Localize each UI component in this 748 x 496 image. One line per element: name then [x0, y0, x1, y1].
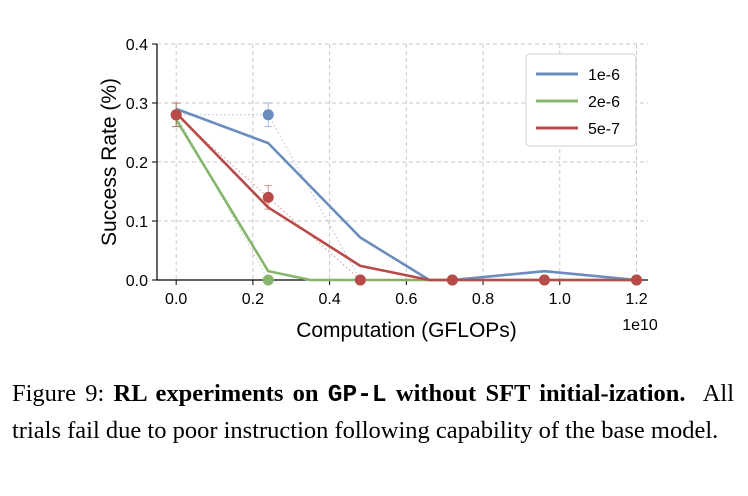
line-chart: 0.0 0.2 0.4 0.6 0.8 1.0 1.2 0.0 0.1 0.2 0.3 0.4 Comp…: [98, 37, 658, 342]
x-tick-label: 1.2: [625, 291, 647, 308]
series-5e-7: [170, 102, 642, 286]
data-point: [170, 109, 182, 121]
x-axis-title: Computation (GFLOPs): [296, 319, 517, 342]
figure-label: Figure 9:: [12, 380, 105, 407]
x-tick-label: 0.2: [242, 291, 264, 308]
caption-mono-term: GP-L: [327, 382, 387, 409]
caption-bold-lead-2: without SFT initial-ization.: [395, 380, 686, 407]
x-tick-label: 0.6: [395, 291, 417, 308]
y-tick-label: 0.4: [126, 37, 148, 54]
x-tick-label: 0.4: [318, 291, 340, 308]
data-point: [446, 274, 458, 286]
legend-label: 2e-6: [588, 94, 620, 111]
data-point: [262, 274, 274, 286]
legend-label: 1e-6: [588, 67, 620, 84]
legend-label: 5e-7: [588, 121, 620, 138]
data-point: [354, 274, 366, 286]
y-tick-label: 0.1: [126, 214, 148, 231]
data-point: [538, 274, 550, 286]
caption-body: All trials fail due to poor instruction …: [12, 380, 735, 444]
data-point: [262, 109, 274, 121]
x-offset-label: 1e10: [622, 317, 658, 334]
y-tick-label: 0.3: [126, 96, 148, 113]
caption-bold-lead-1: RL experiments on: [113, 380, 319, 407]
figure-caption: Figure 9: RL experiments on GP-L without…: [12, 376, 734, 448]
y-tick-label: 0.2: [126, 155, 148, 172]
data-point: [262, 191, 274, 203]
y-tick-label: 0.0: [126, 273, 148, 290]
data-point: [630, 274, 642, 286]
x-tick-label: 0.0: [165, 291, 187, 308]
x-tick-label: 1.0: [549, 291, 571, 308]
series-raw-line: [175, 114, 637, 281]
legend: 1e-6 2e-6 5e-7: [525, 53, 637, 147]
x-tick-label: 0.8: [472, 291, 494, 308]
legend-box: [525, 53, 637, 147]
y-axis-title: Success Rate (%): [98, 78, 121, 246]
series-line: [175, 112, 637, 282]
